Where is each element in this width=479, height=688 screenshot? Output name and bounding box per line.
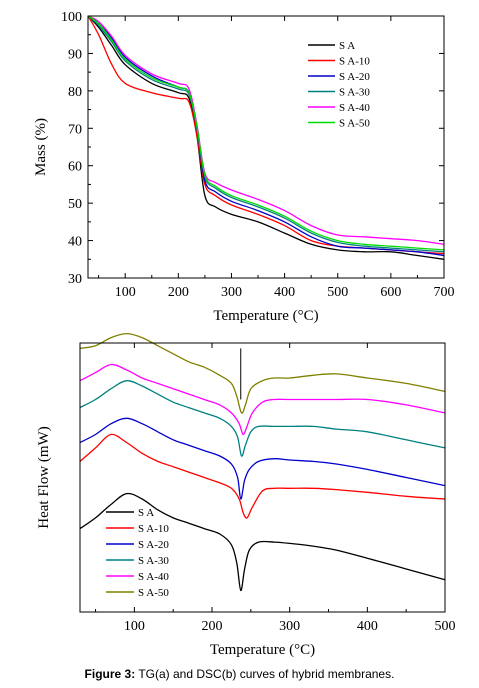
y-axis-label: Mass (%)	[33, 118, 49, 176]
x-tick-label: 400	[274, 285, 295, 300]
y-tick-label: 30	[68, 272, 82, 287]
x-tick-label: 500	[435, 619, 456, 634]
legend: S A S A-10 S A-20 S A-30 S A-40 S A-50	[308, 40, 370, 130]
x-tick-label: 600	[380, 285, 401, 300]
series-line	[87, 15, 445, 253]
legend-label: S A-30	[339, 87, 370, 99]
y-tick-label: 40	[68, 235, 82, 250]
legend-label: S A-50	[138, 587, 169, 599]
series-line	[79, 332, 446, 414]
y-tick-label: 60	[68, 160, 82, 175]
figure-caption-label: Figure 3:	[84, 667, 136, 681]
plot-frame	[79, 342, 446, 613]
chart-tg: 100 200 300 400 500 600 700 30 40 50 60 70 80 90 100 Te…	[33, 10, 455, 324]
y-tick-label: 70	[68, 122, 82, 137]
legend-label: S A	[339, 40, 355, 52]
series-line	[79, 363, 446, 436]
x-tick-label: 100	[115, 285, 136, 300]
legend-label: S A-10	[339, 56, 370, 68]
y-tick-label: 80	[68, 85, 82, 100]
legend-label: S A-20	[339, 71, 370, 83]
series-line	[79, 417, 446, 500]
x-axis-label: Temperature (°C)	[210, 642, 315, 658]
legend-label: S A-40	[339, 102, 370, 114]
y-tick-label: 100	[61, 10, 82, 25]
x-tick-label: 700	[434, 285, 455, 300]
legend-label: S A-50	[339, 118, 370, 130]
x-axis-label: Temperature (°C)	[213, 308, 318, 324]
series-line	[87, 15, 445, 260]
x-tick-label: 400	[357, 619, 378, 634]
chart-dsc: 100 200 300 400 500 Temperature (°C) Heat Flow…	[36, 332, 456, 658]
y-tick-label: 50	[68, 197, 82, 212]
series-line	[87, 15, 445, 245]
x-tick-label: 200	[202, 619, 223, 634]
y-axis-label: Heat Flow (mW)	[36, 426, 52, 528]
legend-label: S A-30	[138, 555, 169, 567]
series-line	[87, 15, 445, 257]
x-tick-label: 100	[124, 619, 145, 634]
y-tick-label: 90	[68, 47, 82, 62]
legend-label: S A	[138, 507, 154, 519]
legend-label: S A-20	[138, 539, 169, 551]
x-tick-label: 200	[168, 285, 189, 300]
legend-label: S A-40	[138, 571, 169, 583]
figure-caption-text: TG(a) and DSC(b) curves of hybrid membra…	[138, 667, 395, 681]
series-line	[87, 15, 445, 251]
series-line	[79, 433, 446, 519]
series-line	[79, 380, 446, 457]
figure-caption: Figure 3: TG(a) and DSC(b) curves of hyb…	[0, 667, 479, 681]
series-line	[87, 15, 445, 255]
x-tick-label: 300	[279, 619, 300, 634]
legend-label: S A-10	[138, 523, 169, 535]
x-tick-label: 500	[327, 285, 348, 300]
legend: S A S A-10 S A-20 S A-30 S A-40 S A-50	[106, 507, 169, 599]
series-line	[79, 492, 446, 592]
x-tick-label: 300	[221, 285, 242, 300]
